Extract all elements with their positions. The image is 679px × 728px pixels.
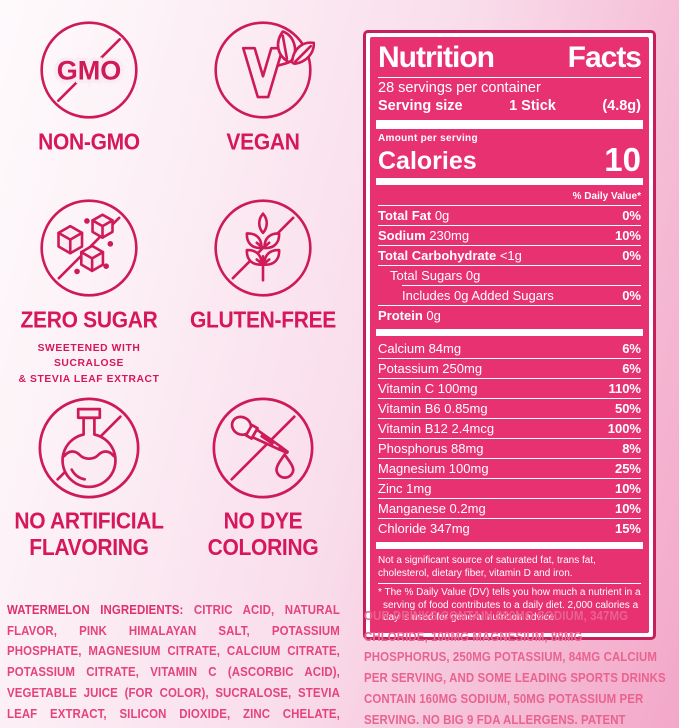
daily-value-footnote: * The % Daily Value (DV) tells you how m… (378, 586, 641, 624)
divider (378, 76, 641, 78)
badge-label: NON-GMO (38, 129, 140, 156)
amount-per-serving: Amount per serving (378, 132, 478, 144)
divider (378, 582, 641, 584)
thick-divider (376, 329, 643, 337)
ingredients-heading: WATERMELON INGREDIENTS: (7, 602, 184, 617)
nutrient-row: Total Carbohydrate <1g 0% (378, 248, 641, 264)
comparison-paragraph: OUR DRINKS CONTAIN 230MG SODIUM, 347MG C… (364, 606, 668, 728)
micronutrient-row: Zinc 1mg 10% (378, 481, 641, 497)
nutrient-row: Total Sugars 0g (390, 268, 481, 284)
badge-no-dye-coloring: NO DYE COLORING (185, 394, 341, 561)
serving-size-row: Serving size 1 Stick (4.8g) (378, 97, 641, 114)
nutrition-facts-title: Nutrition Facts (378, 41, 642, 74)
ingredients-body: CITRIC ACID, NATURAL FLAVOR, PINK HIMALA… (7, 602, 340, 728)
ingredients-paragraph: WATERMELON INGREDIENTS: CITRIC ACID, NAT… (7, 600, 340, 728)
nutrition-facts-label: Nutrition Facts 28 servings per containe… (363, 30, 656, 641)
badge-no-artificial-flavoring: NO ARTIFICIAL FLAVORING (11, 394, 167, 561)
dropper-crossed-icon (212, 397, 314, 499)
micronutrient-row: Manganese 0.2mg 10% (378, 501, 641, 517)
thick-divider (376, 119, 643, 129)
micronutrient-row: Phosphorus 88mg 8% (378, 441, 641, 457)
nutrient-row: Protein 0g (378, 308, 441, 324)
svg-text:GMO: GMO (57, 55, 122, 85)
calories-value: 10 (604, 140, 641, 178)
comparison-body: OUR DRINKS CONTAIN 230MG SODIUM, 347MG C… (364, 608, 666, 727)
badge-non-gmo: GMO NON-GMO (11, 18, 167, 155)
badge-zero-sugar: ZERO SUGAR SWEETENED WITH SUCRALOSE & ST… (2, 196, 176, 388)
claim-badges: GMO NON-GMO VEGAN (2, 18, 354, 604)
badge-label: GLUTEN-FREE (189, 307, 337, 334)
badge-label: ZERO SUGAR (20, 307, 158, 334)
nutrient-row: Includes 0g Added Sugars 0% (402, 288, 641, 304)
calories-row: Calories 10 (378, 140, 641, 178)
nutrient-row: Total Fat 0g 0% (378, 208, 641, 224)
badge-label: NO ARTIFICIAL FLAVORING (14, 508, 164, 561)
thick-divider (376, 542, 643, 550)
wheat-crossed-icon (214, 199, 312, 297)
servings-per-container: 28 servings per container (378, 79, 541, 96)
gmo-crossed-icon: GMO (40, 21, 138, 119)
badge-label: VEGAN (226, 129, 300, 156)
not-significant-source-note: Not a significant source of saturated fa… (378, 555, 596, 580)
badge-label: NO DYE COLORING (207, 508, 319, 561)
sugar-cubes-crossed-icon (40, 199, 138, 297)
badge-gluten-free: GLUTEN-FREE (185, 196, 341, 333)
vegan-v-leaf-icon (214, 21, 315, 119)
micronutrient-row: Potassium 250mg 6% (378, 361, 641, 377)
micronutrient-row: Vitamin B6 0.85mg 50% (378, 401, 641, 417)
flask-crossed-icon (38, 397, 140, 499)
micronutrient-row: Magnesium 100mg 25% (378, 461, 641, 477)
daily-value-header: % Daily Value* (572, 191, 641, 203)
nutrient-row: Sodium 230mg 10% (378, 228, 641, 244)
micronutrient-row: Vitamin B12 2.4mcg 100% (378, 421, 641, 437)
badge-vegan: VEGAN (185, 18, 341, 155)
micronutrient-row: Chloride 347mg 15% (378, 521, 641, 537)
micronutrient-row: Calcium 84mg 6% (378, 341, 641, 357)
micronutrient-row: Vitamin C 100mg 110% (378, 381, 641, 397)
thick-divider (376, 178, 643, 186)
badge-sublabel: SWEETENED WITH SUCRALOSE & STEVIA LEAF E… (18, 342, 160, 386)
